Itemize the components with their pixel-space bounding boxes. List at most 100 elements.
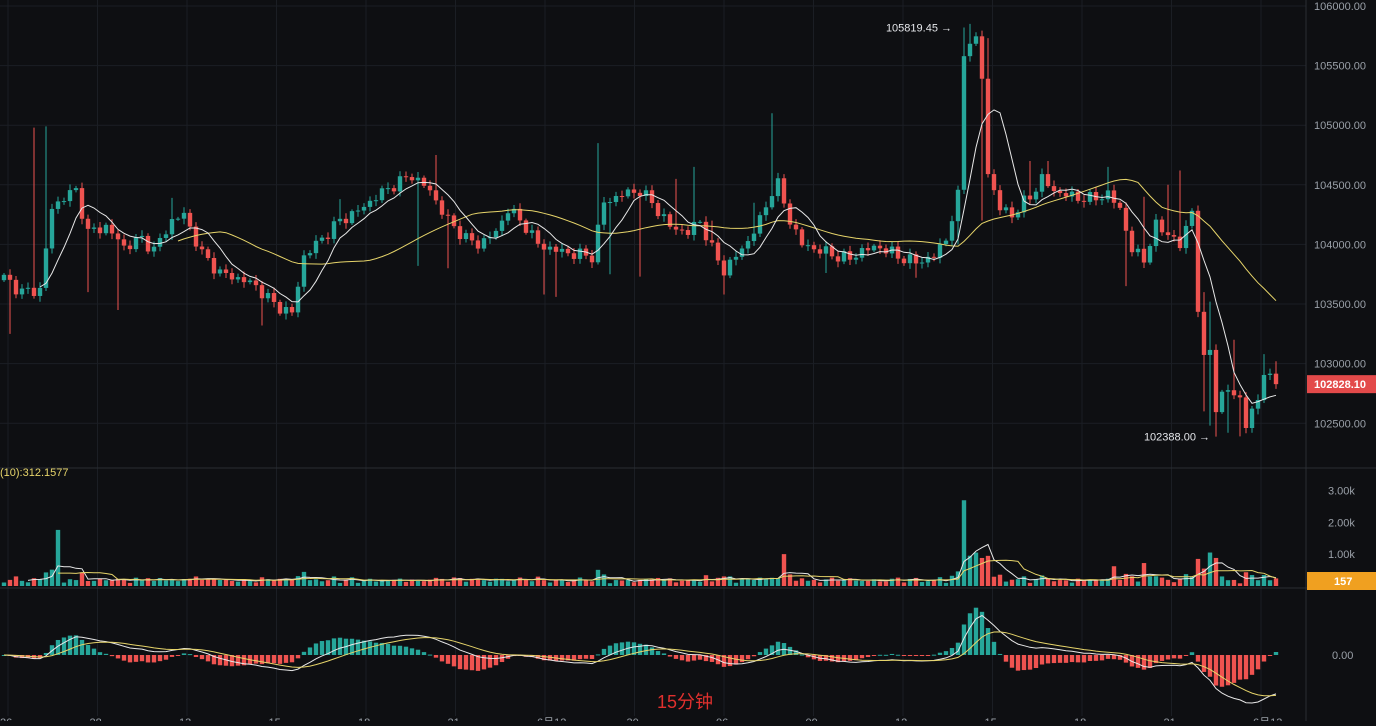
candle[interactable]	[787, 199, 793, 229]
candle[interactable]	[199, 241, 205, 255]
candle[interactable]	[871, 243, 877, 253]
candle[interactable]	[331, 216, 337, 244]
candle[interactable]	[1051, 180, 1057, 197]
candle[interactable]	[355, 204, 361, 217]
candle[interactable]	[469, 228, 475, 246]
candle[interactable]	[541, 239, 547, 295]
candle[interactable]	[565, 245, 571, 257]
candle[interactable]	[61, 197, 67, 205]
candle[interactable]	[409, 173, 415, 184]
candle[interactable]	[97, 222, 103, 239]
candle[interactable]	[361, 203, 367, 215]
candle[interactable]	[1243, 392, 1249, 434]
candle[interactable]	[1129, 226, 1135, 257]
candle[interactable]	[841, 248, 847, 265]
candle[interactable]	[373, 194, 379, 207]
candle[interactable]	[175, 216, 181, 221]
candle[interactable]	[325, 232, 331, 245]
candle[interactable]	[535, 226, 541, 248]
candle[interactable]	[1165, 184, 1171, 240]
candle[interactable]	[91, 223, 97, 234]
candle[interactable]	[1219, 389, 1225, 414]
candle[interactable]	[763, 201, 769, 221]
candle[interactable]	[793, 219, 799, 235]
candle[interactable]	[973, 32, 979, 47]
candle[interactable]	[169, 197, 175, 240]
candle[interactable]	[769, 113, 775, 210]
candle[interactable]	[451, 213, 457, 229]
candle[interactable]	[619, 190, 625, 202]
candle[interactable]	[79, 182, 85, 225]
candle[interactable]	[991, 169, 997, 195]
candle[interactable]	[271, 287, 277, 308]
candle[interactable]	[235, 273, 241, 283]
candle[interactable]	[1147, 243, 1153, 265]
candle[interactable]	[1045, 160, 1051, 188]
candle[interactable]	[1231, 339, 1237, 400]
candle[interactable]	[1213, 344, 1219, 437]
candle[interactable]	[73, 185, 79, 193]
candle[interactable]	[919, 257, 925, 269]
candle[interactable]	[679, 225, 685, 235]
candle[interactable]	[961, 27, 967, 194]
candle[interactable]	[655, 199, 661, 220]
candle[interactable]	[145, 233, 151, 255]
candle[interactable]	[163, 230, 169, 242]
candle[interactable]	[1039, 168, 1045, 198]
candle[interactable]	[229, 268, 235, 285]
candle[interactable]	[517, 203, 523, 226]
candle[interactable]	[997, 185, 1003, 216]
candle[interactable]	[1075, 188, 1081, 204]
candle[interactable]	[439, 196, 445, 219]
candle[interactable]	[595, 143, 601, 265]
candle[interactable]	[547, 241, 553, 255]
candle[interactable]	[457, 220, 463, 245]
candle[interactable]	[1123, 202, 1129, 287]
candle[interactable]	[343, 213, 349, 229]
candle[interactable]	[1111, 184, 1117, 209]
candle[interactable]	[835, 250, 841, 268]
candle[interactable]	[751, 202, 757, 246]
candle[interactable]	[1141, 196, 1147, 268]
candle[interactable]	[295, 281, 301, 318]
candle[interactable]	[139, 230, 145, 243]
candle[interactable]	[967, 23, 973, 62]
candle[interactable]	[1027, 160, 1033, 204]
candle[interactable]	[589, 249, 595, 268]
candle[interactable]	[1117, 200, 1123, 211]
candle[interactable]	[949, 215, 955, 247]
candle[interactable]	[1021, 190, 1027, 218]
candle[interactable]	[1099, 194, 1105, 206]
candle[interactable]	[499, 215, 505, 237]
candle[interactable]	[1033, 187, 1039, 204]
candle[interactable]	[211, 252, 217, 280]
candle[interactable]	[985, 38, 991, 178]
candle[interactable]	[121, 234, 127, 251]
candle[interactable]	[523, 218, 529, 235]
candle[interactable]	[691, 166, 697, 241]
candle[interactable]	[805, 239, 811, 251]
candle[interactable]	[883, 244, 889, 258]
candle[interactable]	[379, 185, 385, 203]
candle[interactable]	[205, 246, 211, 261]
candle[interactable]	[1015, 209, 1021, 221]
candle[interactable]	[1159, 216, 1165, 236]
candle[interactable]	[1267, 368, 1273, 381]
candle[interactable]	[661, 208, 667, 222]
candle[interactable]	[1087, 188, 1093, 205]
candle[interactable]	[13, 276, 19, 299]
candle[interactable]	[1003, 204, 1009, 214]
candle[interactable]	[649, 185, 655, 209]
candle[interactable]	[625, 187, 631, 199]
candle[interactable]	[937, 238, 943, 264]
candle[interactable]	[37, 282, 43, 302]
candle[interactable]	[1207, 301, 1213, 426]
candle[interactable]	[1183, 220, 1189, 254]
candle[interactable]	[1177, 170, 1183, 252]
candle[interactable]	[463, 229, 469, 243]
candle[interactable]	[709, 220, 715, 247]
candle[interactable]	[85, 214, 91, 293]
candle[interactable]	[349, 209, 355, 225]
